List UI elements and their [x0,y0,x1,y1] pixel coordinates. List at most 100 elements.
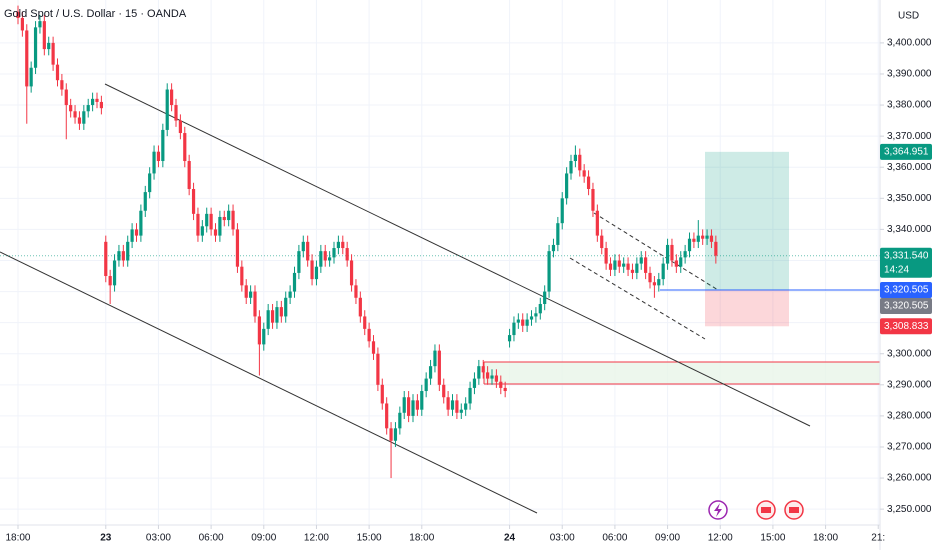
last-price-label: 3,331.540 [884,250,929,261]
candle-body [437,350,441,385]
candle-body [314,266,319,280]
y-tick-label: 3,370.000 [887,131,932,142]
candle-body [507,335,512,342]
entry-price-label: 3,320.505 [884,301,929,312]
candle-body [262,328,266,345]
candle-body [573,154,578,162]
channel-upper-line [104,83,811,427]
candle-body [130,229,134,242]
candle-body [547,251,551,292]
candle-body [213,229,218,236]
candle-body [363,316,367,329]
y-tick-label: 3,280.000 [887,411,932,422]
y-tick-label: 3,400.000 [887,38,932,49]
candle-body [477,366,481,379]
profit-zone [705,151,789,290]
candle-body [494,375,498,382]
candle-body [486,372,490,379]
candle-body [565,173,569,199]
candle-body [25,30,29,87]
x-tick-label: 21: [871,533,885,544]
candle-body [424,378,428,392]
candle-body [617,260,621,267]
flag-upper-line [593,212,719,291]
candle-body [543,291,547,304]
candle-body [626,263,630,270]
y-tick-label: 3,350.000 [887,193,932,204]
candle-body [503,387,507,392]
candle-body [398,412,402,429]
candle-body [301,241,305,252]
candle-body [481,366,485,373]
candle-body [191,188,196,214]
candle-body [16,11,20,19]
candle-body [69,105,73,112]
x-tick-label: 15:00 [760,533,785,544]
candle-body [551,244,556,252]
candle-body [354,285,358,298]
x-tick-label: 09:00 [655,533,680,544]
candle-body [696,235,700,242]
candle-body [709,235,714,242]
candle-body [200,226,204,236]
candle-body [91,98,95,106]
candle-body [170,89,174,106]
candle-body [279,307,283,317]
candle-body [29,67,33,87]
candle-body [608,263,613,270]
candle-body [679,257,683,267]
candle-body [38,21,42,28]
candle-body [521,319,525,326]
candle-body [534,313,538,317]
candle-body [468,387,472,404]
candle-body [635,263,639,273]
candle-body [156,151,161,162]
candle-body [345,248,349,261]
candle-body [323,251,327,261]
candle-body [117,251,121,261]
candle-body [99,101,103,109]
symbol-title: Gold Spot / U.S. Dollar · 15 · OANDA [4,8,187,20]
x-tick-label: 12:00 [304,533,329,544]
candle-body [411,400,415,416]
candle-body [687,238,692,252]
candle-body [112,260,117,286]
x-tick-label: 23 [100,533,112,544]
candle-body [692,238,696,242]
candle-body [126,241,130,261]
support-zone [484,362,880,384]
candle-body [648,272,652,283]
candle-body [450,400,455,410]
candle-body [393,428,398,441]
currency-label[interactable]: USD [898,11,919,22]
candle-body [64,89,68,106]
price-labels: 3,364.951 3,331.540 14:24 3,320.505 3,320.50… [880,143,932,335]
candle-body [328,257,332,261]
candle-body [47,42,51,50]
candle-body [367,328,371,342]
candle-body [385,403,389,429]
candle-body [600,235,604,249]
entry-line-price-label: 3,320.505 [884,285,929,296]
candle-body [275,307,279,323]
candle-body [538,303,542,314]
candle-body [446,397,450,410]
candle-body [560,198,564,224]
candle-body [420,391,424,410]
loss-zone [705,289,789,327]
event-icons[interactable] [708,500,804,520]
candle-body [578,154,582,171]
candle-body [174,105,178,121]
y-tick-label: 3,300.000 [887,348,932,359]
candle-body [104,241,108,277]
candle-body [358,297,362,317]
candle-body [683,251,687,258]
candle-body [591,188,595,211]
y-tick-label: 3,250.000 [887,504,932,515]
candle-body [288,291,292,298]
candle-body [209,213,213,230]
candle-body [42,21,46,50]
candle-body [240,266,244,286]
